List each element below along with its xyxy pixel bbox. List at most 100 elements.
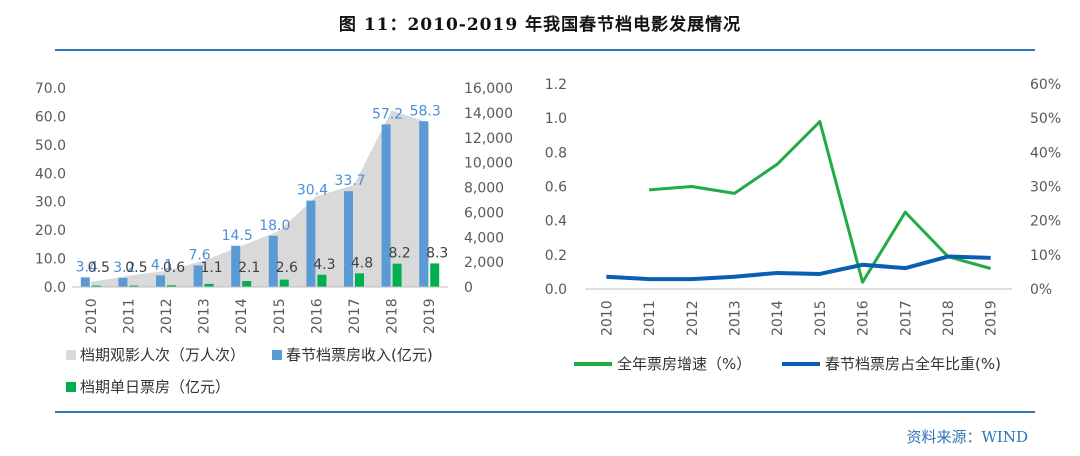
legend-label: 档期单日票房（亿元） [80,378,230,396]
share-line [606,254,991,282]
left-y-tick-label: 0.2 [545,248,567,264]
left-y-tick-label: 10.0 [35,252,66,268]
revenue-bar [156,275,165,287]
right-y-tick-label: 4,000 [464,230,504,246]
revenue-bar [80,277,90,287]
revenue-bar [193,265,203,287]
x-tick-label: 2019 [984,300,1000,336]
right-y-tick-label: 2,000 [464,255,504,271]
x-tick-label: 2012 [685,300,701,336]
daily-data-label: 0.5 [88,260,110,276]
daily-bar [167,285,176,287]
revenue-bar [231,245,241,287]
right-y-tick-label: 60% [1030,77,1061,93]
revenue-data-label: 30.4 [297,183,328,199]
daily-data-label: 2.1 [238,260,260,276]
daily-data-label: 8.3 [426,245,448,261]
revenue-bar [344,191,353,287]
revenue-data-label: 7.6 [188,247,210,263]
right-y-tick-label: 50% [1030,111,1061,127]
daily-bar [242,281,252,287]
x-tick-label: 2014 [770,300,786,336]
right-y-tick-label: 0% [1030,282,1052,298]
daily-bar [91,285,101,287]
x-tick-label: 2013 [727,300,743,336]
revenue-data-label: 18.0 [259,218,290,234]
revenue-data-label: 58.3 [410,103,441,119]
right-y-tick-label: 12,000 [464,131,513,147]
revenue-data-label: 14.5 [222,228,253,244]
x-tick-label: 2010 [599,300,615,336]
right-y-tick-label: 30% [1030,180,1061,196]
x-tick-label: 2011 [642,300,658,336]
left-y-tick-label: 0.6 [545,180,567,196]
left-y-tick-label: 20.0 [35,223,66,239]
daily-bar [279,279,289,287]
x-tick-label: 2017 [898,300,914,336]
right-y-tick-label: 14,000 [464,106,513,122]
revenue-bar [268,235,278,287]
revenue-bar [118,277,128,287]
left-y-tick-label: 60.0 [35,109,66,125]
bottom-divider [55,411,1035,413]
daily-bar [430,263,440,287]
left-y-tick-label: 30.0 [35,195,66,211]
revenue-data-label: 3.2 [113,260,135,276]
left-y-tick-label: 0.8 [545,145,567,161]
daily-bar [317,274,327,287]
x-tick-label: 2011 [121,298,137,334]
left-y-tick-label: 0.4 [545,214,567,230]
x-tick-label: 2015 [272,298,288,334]
daily-bar [204,283,214,287]
source-note: 资料来源：WIND [906,428,1029,446]
legend-label: 全年票房增速（%） [617,355,751,373]
top-divider [55,49,1035,51]
legend-label: 档期观影人次（万人次） [80,346,245,364]
x-tick-label: 2012 [159,298,175,334]
left-y-tick-label: 50.0 [35,138,66,154]
figure-title: 图 11：2010-2019 年我国春节档电影发展情况 [338,15,742,35]
revenue-bar [381,124,391,287]
daily-data-label: 0.6 [163,260,185,276]
legend-swatch [66,350,76,360]
x-tick-label: 2016 [309,298,325,334]
legend-label: 春节档票房收入(亿元) [286,346,433,364]
daily-bar [129,285,139,287]
revenue-bar [419,121,429,287]
left-y-tick-label: 1.0 [545,111,567,127]
x-tick-label: 2016 [856,300,872,336]
right-y-tick-label: 20% [1030,214,1061,230]
x-tick-label: 2015 [813,300,829,336]
x-tick-label: 2018 [941,300,957,336]
x-tick-label: 2019 [422,298,438,334]
legend-label: 春节档票房占全年比重(%) [825,355,1001,373]
right-y-tick-label: 16,000 [464,81,513,97]
right-y-tick-label: 10% [1030,248,1061,264]
left-y-tick-label: 1.2 [545,77,567,93]
revenue-data-label: 3.4 [76,259,98,275]
left-y-tick-label: 0.0 [545,282,567,298]
right-y-tick-label: 10,000 [464,156,513,172]
daily-data-label: 1.1 [200,260,222,276]
legend-swatch [66,382,76,392]
x-tick-label: 2014 [234,298,250,334]
daily-bar [392,263,402,287]
legend-swatch [272,350,282,360]
daily-data-label: 4.8 [351,255,373,271]
revenue-bar [306,200,316,287]
left-y-tick-label: 40.0 [35,166,66,182]
x-tick-label: 2018 [385,298,401,334]
daily-data-label: 8.2 [388,246,410,262]
daily-data-label: 2.6 [276,260,298,276]
right-y-tick-label: 0 [464,280,473,296]
revenue-data-label: 33.7 [334,173,365,189]
daily-data-label: 0.5 [125,260,147,276]
left-y-tick-label: 0.0 [44,280,66,296]
revenue-data-label: 4.1 [151,257,173,273]
revenue-data-label: 57.2 [372,106,403,122]
left-y-tick-label: 70.0 [35,81,66,97]
x-tick-label: 2010 [84,298,100,334]
daily-data-label: 4.3 [313,257,335,273]
right-y-tick-label: 8,000 [464,181,504,197]
